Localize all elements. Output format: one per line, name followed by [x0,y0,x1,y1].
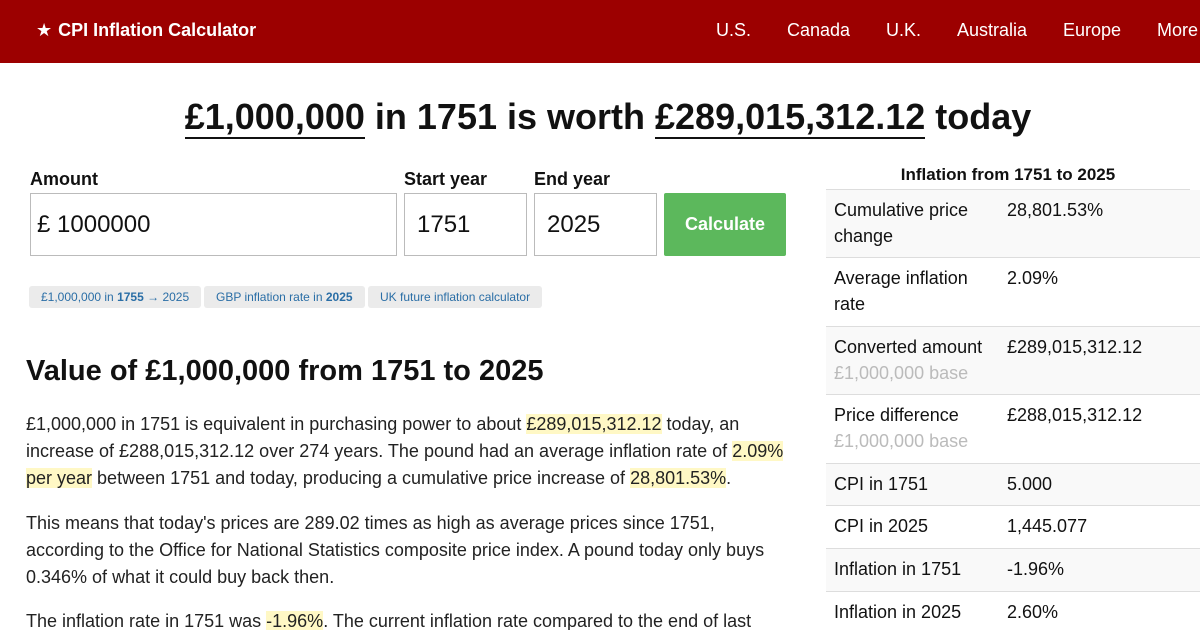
paragraph-inflation-rate: The inflation rate in 1751 was -1.96%. T… [26,608,796,630]
highlight-value: £289,015,312.12 [526,414,662,434]
row-label: Average inflation rate [834,268,968,314]
chip-text: GBP inflation rate in [216,290,326,304]
highlight-inflation: -1.96% [266,611,324,630]
text: . [726,468,732,488]
chip-text: UK future inflation calculator [380,290,531,304]
table-row: CPI in 1751 5.000 [826,464,1200,506]
row-label: Converted amount £1,000,000 base [834,334,994,386]
divider [826,189,1190,190]
start-year-input[interactable]: 1751 [404,193,527,256]
row-value: £289,015,312.12 [1007,337,1143,357]
chip-bold: 2025 [325,290,353,304]
row-value: 2.60% [1007,602,1059,622]
row-value: £288,015,312.12 [1007,405,1143,425]
row-label: Price difference £1,000,000 base [834,402,994,454]
paragraph-summary: £1,000,000 in 1751 is equivalent in purc… [26,411,796,492]
paragraph-explanation: This means that today's prices are 289.0… [26,513,765,587]
row-label-text: Converted amount [834,337,983,357]
text: . The current inflation rate compared to… [323,611,752,630]
table-row: Inflation in 1751 -1.96% [826,549,1200,592]
nav-link-more[interactable]: More [1157,20,1199,40]
end-year-input[interactable]: 2025 [534,193,657,256]
table-row: Average inflation rate 2.09% [826,258,1200,327]
row-label: CPI in 1751 [834,474,929,494]
nav-link-canada[interactable]: Canada [787,20,851,40]
brand-name: CPI Inflation Calculator [58,20,257,40]
row-value: 1,445.077 [1007,516,1088,536]
table-row: Price difference £1,000,000 base £288,015… [826,395,1200,464]
end-year-label: End year [534,169,611,189]
row-label: CPI in 2025 [834,516,929,536]
headline-amount: £1,000,000 [184,96,365,139]
row-sublabel: £1,000,000 base [834,431,969,451]
chip-link-uk-future-calculator[interactable]: UK future inflation calculator [368,286,543,308]
calculate-button[interactable]: Calculate [664,193,786,256]
row-label: Inflation in 2025 [834,602,962,622]
nav-link-us[interactable]: U.S. [716,20,752,40]
row-value: -1.96% [1007,559,1065,579]
amount-input[interactable]: £ 1000000 [30,193,397,256]
star-icon: ★ [36,20,53,40]
text: The inflation rate in 1751 was [26,611,267,630]
table-row: CPI in 2025 1,445.077 [826,506,1200,549]
headline-end: today [925,96,1032,137]
row-label-text: Price difference [834,405,959,425]
row-label: Cumulative price change [834,200,969,246]
amount-label: Amount [30,169,98,189]
row-value: 28,801.53% [1007,200,1104,220]
chip-text: → 2025 [143,290,190,304]
row-value: 2.09% [1007,268,1059,288]
chip-link-1755[interactable]: £1,000,000 in 1755 → 2025 [29,286,202,308]
chip-text: £1,000,000 in [41,290,118,304]
headline-middle: in 1751 is worth [364,96,655,137]
headline-value: £289,015,312.12 [655,96,926,139]
chip-link-gbp-inflation-rate[interactable]: GBP inflation rate in 2025 [204,286,365,308]
start-year-label: Start year [404,169,488,189]
table-row: Inflation in 2025 2.60% [826,592,1200,630]
amount-value: 1000000 [57,211,151,238]
text: £1,000,000 in 1751 is equivalent in purc… [26,414,527,434]
section-heading: Value of £1,000,000 from 1751 to 2025 [26,355,544,387]
table-row: Converted amount £1,000,000 base £289,015… [826,327,1200,395]
site-brand-link[interactable]: ★ CPI Inflation Calculator [36,20,256,41]
highlight-cumulative: 28,801.53% [630,468,727,488]
main-nav: U.S. Canada U.K. Australia Europe More [0,20,1200,44]
text: between 1751 and today, producing a cumu… [92,468,631,488]
nav-link-australia[interactable]: Australia [957,20,1028,40]
table-row: Cumulative price change 28,801.53% [826,190,1200,258]
top-navbar: ★ CPI Inflation Calculator U.S. Canada U.… [0,0,1200,63]
inflation-table-title: Inflation from 1751 to 2025 [900,165,1116,184]
nav-link-europe[interactable]: Europe [1063,20,1122,40]
text: today, an increase of £288,015,312.12 ov… [26,414,740,461]
chip-bold: 1755 [117,290,144,304]
currency-symbol: £ [37,211,51,238]
row-label: Inflation in 1751 [834,559,962,579]
nav-link-uk[interactable]: U.K. [886,20,922,40]
page-title: £1,000,000 in 1751 is worth £289,015,312… [0,96,1200,139]
row-sublabel: £1,000,000 base [834,363,969,383]
row-value: 5.000 [1007,474,1053,494]
